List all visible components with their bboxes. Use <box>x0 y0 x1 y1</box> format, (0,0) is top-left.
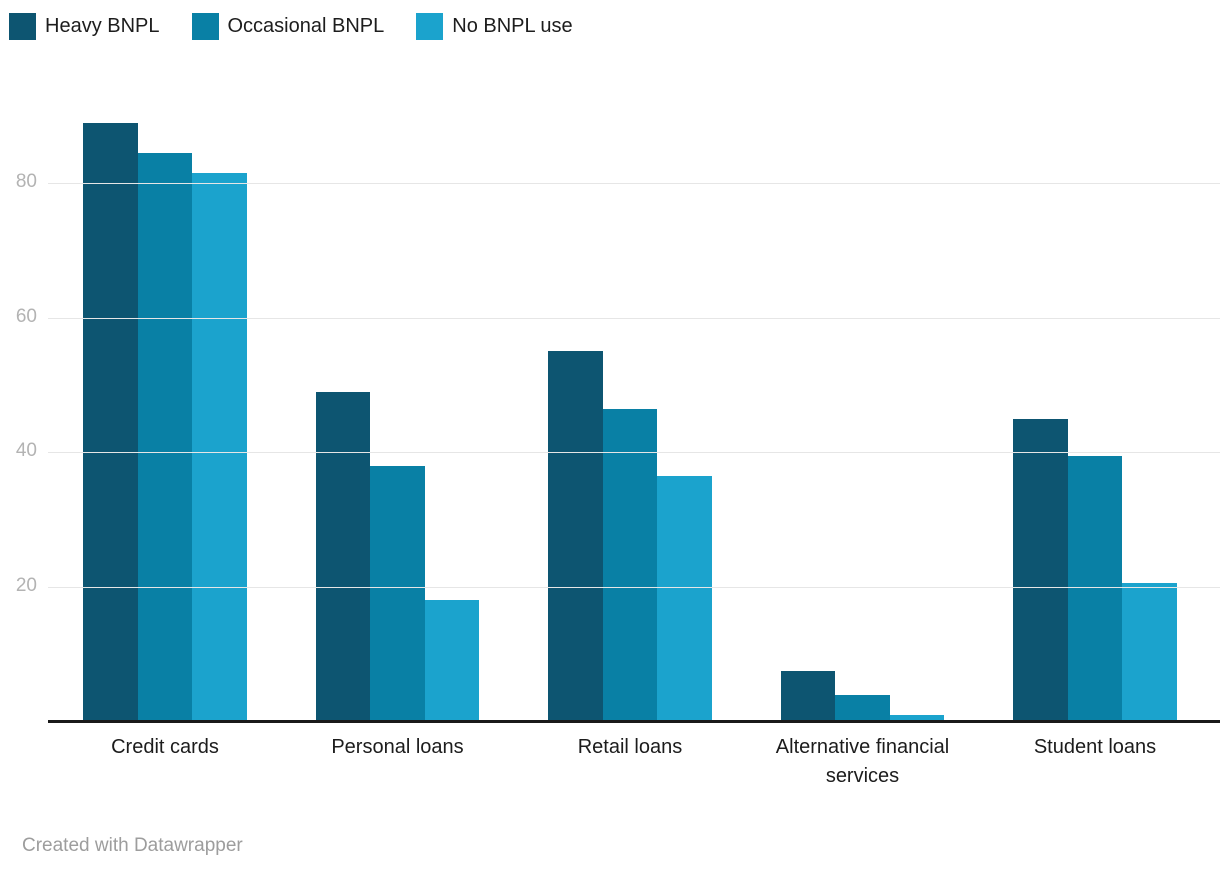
legend-label: Occasional BNPL <box>227 15 385 37</box>
bar <box>889 714 945 721</box>
category-label: Personal loans <box>331 736 464 758</box>
bar <box>657 475 712 721</box>
legend-item-heavy-bnpl: Heavy BNPL <box>9 13 160 40</box>
bar <box>602 408 658 721</box>
legend-swatch-heavy-bnpl <box>9 13 36 40</box>
legend: Heavy BNPL Occasional BNPL No BNPL use <box>9 13 605 40</box>
legend-swatch-occasional-bnpl <box>191 13 219 40</box>
bar <box>315 391 371 721</box>
attribution-link[interactable]: Created with Datawrapper <box>22 835 243 856</box>
bar <box>1067 455 1123 721</box>
bar <box>83 122 138 721</box>
bar <box>1013 418 1068 721</box>
bar <box>192 173 247 721</box>
y-tick-label: 40 <box>15 440 37 462</box>
gridline <box>48 452 1220 454</box>
category-label: Alternative financial services <box>775 736 950 787</box>
bar <box>780 670 836 721</box>
bar <box>548 351 603 721</box>
y-tick-label: 20 <box>15 574 37 596</box>
category-label: Retail loans <box>577 736 683 758</box>
gridline <box>48 183 1220 185</box>
y-tick-label: 60 <box>15 305 37 327</box>
legend-label: No BNPL use <box>452 15 573 37</box>
category-label: Credit cards <box>111 736 219 758</box>
gridline <box>48 317 1220 319</box>
bar <box>137 153 193 721</box>
bar <box>1122 583 1177 721</box>
gridline <box>48 586 1220 588</box>
x-axis-line <box>48 720 1220 723</box>
bar <box>835 695 890 721</box>
legend-swatch-no-bnpl <box>416 13 444 40</box>
y-tick-label: 80 <box>15 171 37 193</box>
legend-item-no-bnpl: No BNPL use <box>416 13 573 40</box>
category-label: Student loans <box>1033 736 1157 758</box>
bar <box>424 600 480 721</box>
bar <box>370 465 425 721</box>
legend-item-occasional-bnpl: Occasional BNPL <box>191 13 385 40</box>
legend-label: Heavy BNPL <box>45 15 160 37</box>
